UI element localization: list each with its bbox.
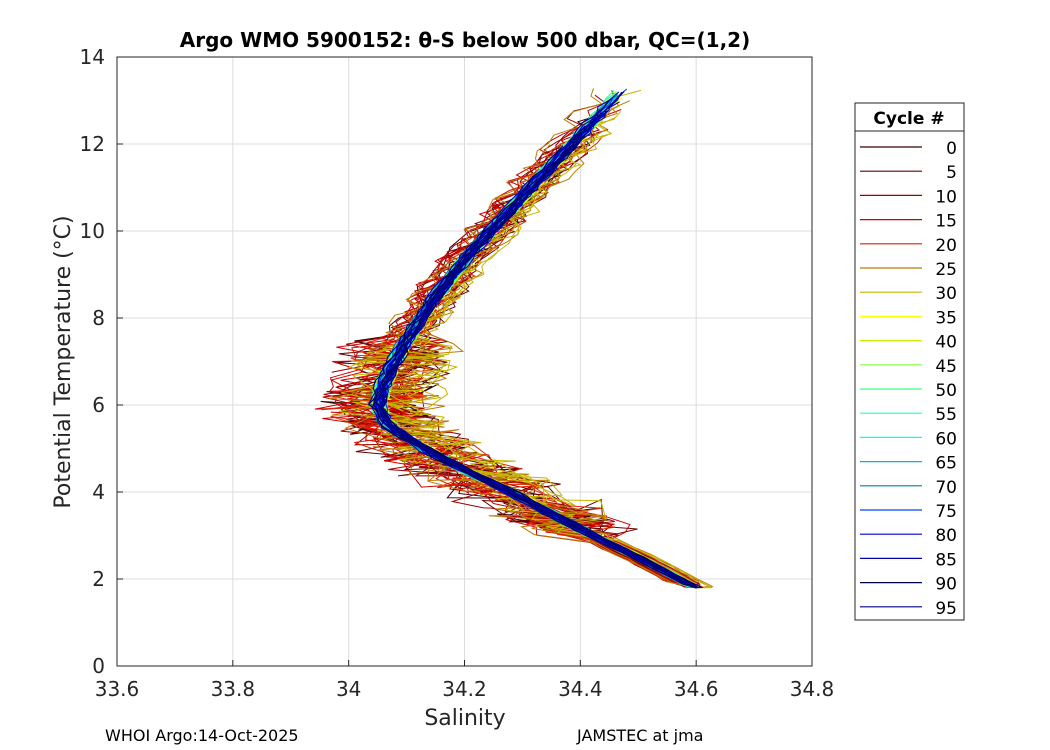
legend-label: 15 [935, 212, 957, 232]
legend-label: 35 [935, 308, 957, 328]
legend-label: 0 [946, 139, 957, 159]
x-axis-label: Salinity [424, 706, 505, 731]
legend-label: 10 [935, 187, 957, 207]
legend-label: 55 [935, 405, 957, 425]
profile-line [314, 143, 697, 589]
x-tick-label: 33.6 [95, 677, 140, 701]
x-tick-label: 34.4 [558, 677, 603, 701]
x-ticks: 33.6 33.8 34 34.2 34.4 34.6 34.8 [95, 660, 835, 701]
legend-label: 20 [935, 236, 957, 256]
y-tick-label: 4 [92, 480, 105, 504]
legend-items: 0 5 10 15 20 25 30 35 40 45 50 55 60 65 70 75 80 85 90 95 [860, 139, 957, 619]
legend-label: 50 [935, 381, 957, 401]
legend-label: 80 [935, 526, 957, 546]
chart-title: Argo WMO 5900152: θ-S below 500 dbar, QC… [180, 28, 750, 52]
legend-label: 60 [935, 429, 957, 449]
profiles [314, 88, 714, 589]
profile-line [344, 88, 697, 589]
y-tick-label: 14 [80, 45, 105, 69]
y-tick-label: 6 [92, 393, 105, 417]
legend-label: 25 [935, 260, 957, 280]
profile-line [380, 126, 697, 589]
y-tick-label: 0 [92, 654, 105, 678]
y-tick-label: 10 [80, 219, 105, 243]
profile-line [368, 97, 697, 588]
y-axis-label: Potential Temperature (°C) [51, 215, 76, 508]
y-tick-label: 2 [92, 567, 105, 591]
x-tick-label: 34 [336, 677, 361, 701]
y-tick-label: 8 [92, 306, 105, 330]
y-ticks: 0 2 4 6 8 10 12 14 [80, 45, 123, 678]
y-tick-label: 12 [80, 132, 105, 156]
legend-label: 85 [935, 550, 957, 570]
legend-label: 95 [935, 599, 957, 619]
x-tick-label: 34.2 [442, 677, 487, 701]
x-tick-label: 34.6 [674, 677, 719, 701]
legend-label: 75 [935, 502, 957, 522]
profile-line [368, 145, 697, 589]
x-tick-label: 34.8 [790, 677, 835, 701]
legend-label: 5 [946, 163, 957, 183]
footer-right: JAMSTEC at jma [577, 726, 704, 745]
profile-line [379, 91, 697, 589]
legend-label: 45 [935, 357, 957, 377]
profile-line [373, 100, 697, 589]
legend: Cycle # 0 5 10 15 20 25 30 35 40 45 50 55 60 65 70 75 80… [854, 102, 965, 621]
footer-left: WHOI Argo:14-Oct-2025 [105, 726, 299, 745]
legend-label: 70 [935, 478, 957, 498]
legend-label: 40 [935, 333, 957, 353]
legend-label: 30 [935, 284, 957, 304]
legend-title: Cycle # [873, 109, 944, 129]
legend-label: 65 [935, 454, 957, 474]
legend-label: 90 [935, 575, 957, 595]
x-tick-label: 33.8 [211, 677, 256, 701]
